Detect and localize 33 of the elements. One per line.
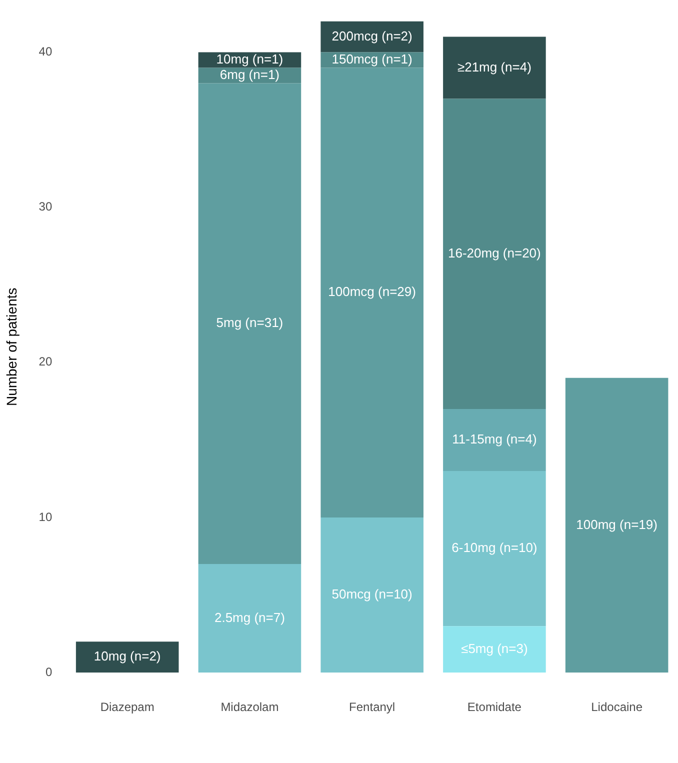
data-label: ≤5mg (n=3) xyxy=(461,640,528,656)
x-tick-label: Lidocaine xyxy=(591,700,643,714)
x-tick-label: Diazepam xyxy=(100,700,154,714)
data-label: 6mg (n=1) xyxy=(220,67,280,82)
data-label: 11-15mg (n=4) xyxy=(452,432,537,447)
x-tick-label: Etomidate xyxy=(467,700,522,714)
y-tick-label: 20 xyxy=(38,354,52,369)
data-label: ≥21mg (n=4) xyxy=(457,59,532,74)
y-tick-label: 30 xyxy=(38,200,52,214)
data-label: 200mcg (n=2) xyxy=(332,28,412,44)
data-label: 100mg (n=19) xyxy=(576,516,658,532)
y-tick-label: 10 xyxy=(38,510,52,524)
data-label: 150mcg (n=1) xyxy=(332,52,412,67)
bar xyxy=(443,626,546,673)
x-tick-label: Fentanyl xyxy=(349,700,396,714)
bar xyxy=(443,36,546,99)
bar xyxy=(443,408,546,471)
y-tick-label: 40 xyxy=(38,44,52,59)
data-label: 16-20mg (n=20) xyxy=(448,245,541,260)
data-label: 10mg (n=1) xyxy=(216,52,284,67)
data-label: 6-10mg (n=10) xyxy=(452,540,538,556)
y-axis-title: Number of patients xyxy=(3,288,20,406)
data-label: 2.5mg (n=7) xyxy=(214,610,285,625)
bar xyxy=(320,518,424,673)
bar xyxy=(198,564,302,673)
data-label: 100mcg (n=29) xyxy=(328,284,416,300)
bar xyxy=(320,68,424,518)
data-label: 50mcg (n=10) xyxy=(332,586,412,602)
x-tick-label: Midazolam xyxy=(220,700,279,714)
y-tick-label: 0 xyxy=(45,664,52,679)
data-label: 10mg (n=2) xyxy=(94,648,161,664)
data-label: 5mg (n=31) xyxy=(216,315,284,330)
bar xyxy=(198,83,302,564)
